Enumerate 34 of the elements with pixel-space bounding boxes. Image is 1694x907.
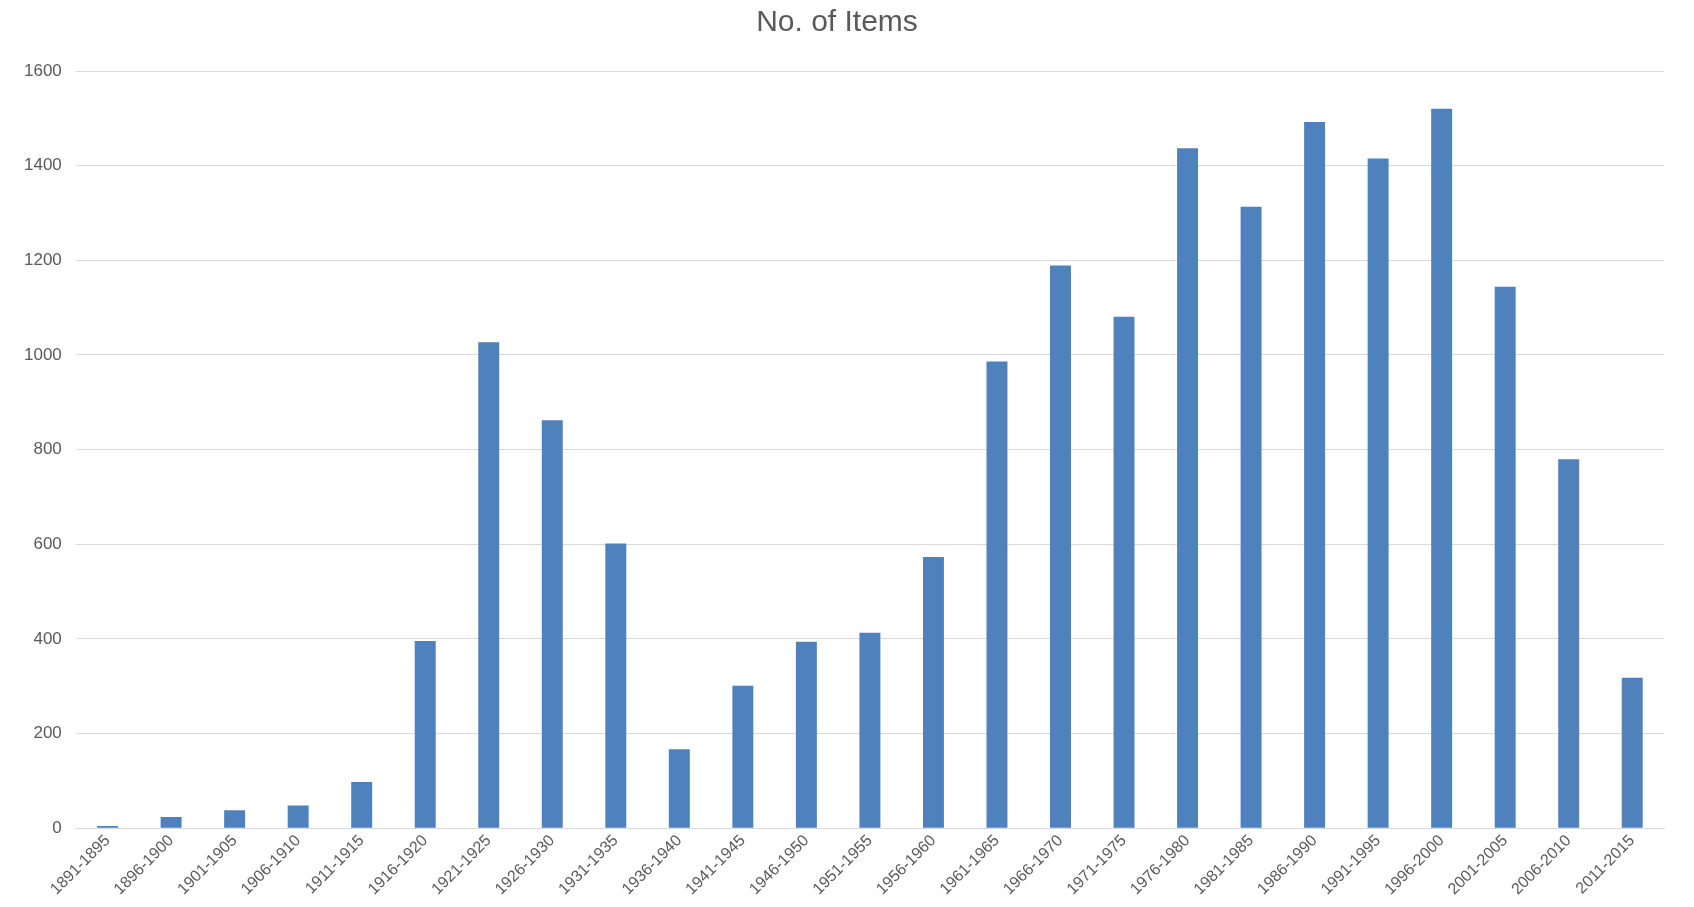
y-tick-label: 600 <box>33 534 62 554</box>
bar <box>986 361 1008 828</box>
bar <box>1177 148 1199 828</box>
bar <box>1113 316 1135 828</box>
bar <box>732 685 754 828</box>
bar <box>668 749 690 828</box>
bar <box>351 781 373 828</box>
y-tick-label: 1200 <box>23 250 62 270</box>
bar <box>1050 265 1071 828</box>
bar <box>605 543 627 828</box>
y-tick-label: 800 <box>33 439 62 459</box>
chart-title: No. of Items <box>756 4 918 38</box>
bar <box>1494 286 1516 828</box>
y-tick-label: 1400 <box>23 155 62 175</box>
bar <box>541 420 563 828</box>
y-tick-label: 200 <box>33 723 62 743</box>
y-tick-label: 400 <box>33 628 62 648</box>
bar <box>922 557 944 828</box>
bar <box>1621 677 1643 828</box>
bar <box>478 342 500 828</box>
bar <box>224 810 246 828</box>
y-tick-label: 1000 <box>23 344 62 364</box>
bar <box>287 805 309 828</box>
bar <box>795 641 817 828</box>
bar <box>1431 108 1453 828</box>
bar <box>1558 459 1580 828</box>
bar <box>1240 206 1262 828</box>
bar <box>859 632 881 828</box>
bar <box>1304 122 1326 828</box>
bar <box>414 640 436 828</box>
y-tick-label: 0 <box>52 818 62 838</box>
bar <box>1367 158 1389 828</box>
bar <box>160 816 182 828</box>
y-tick-label: 1600 <box>23 60 62 80</box>
